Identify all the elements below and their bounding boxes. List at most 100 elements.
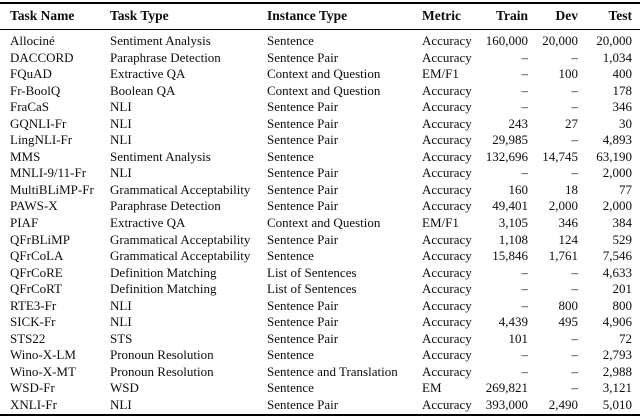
cell-dev: 14,745 [542,148,578,164]
cell-instance-type: Context and Question [267,215,381,231]
cell-train: 49,401 [492,198,528,214]
cell-test: 2,000 [602,165,632,181]
table-row: XNLI-Fr NLI Sentence Pair Accuracy 393,0… [0,397,640,415]
cell-dev: – [571,330,579,346]
cell-metric: Accuracy [422,132,472,148]
table-row: RTE3-Fr NLI Sentence Pair Accuracy – 800… [0,298,640,315]
cell-train: 1,108 [498,231,528,247]
cell-task-type: Boolean QA [110,82,176,98]
cell-dev: – [571,264,579,280]
cell-dev: – [571,347,579,363]
table-row: MultiBLiMP-Fr Grammatical Acceptability … [0,182,640,199]
cell-test: 201 [612,281,633,297]
cell-task-name: MMS [10,148,41,164]
cell-dev: – [571,165,579,181]
cell-test: 20,000 [596,33,632,48]
cell-test: 4,893 [602,132,632,148]
cell-task-name: FQuAD [10,66,52,82]
cell-instance-type: Sentence Pair [267,231,339,247]
cell-task-type: STS [110,330,133,346]
cell-train: 15,846 [492,248,528,264]
table-row: QFrCoRT Definition Matching List of Sent… [0,281,640,298]
cell-metric: Accuracy [422,264,472,280]
cell-task-type: Pronoun Resolution [110,363,214,379]
cell-train: 4,439 [498,314,528,330]
cell-metric: EM/F1 [422,215,459,231]
cell-instance-type: List of Sentences [267,264,357,280]
cell-train: – [521,99,529,115]
cell-dev: – [571,82,579,98]
cell-task-type: NLI [110,314,132,330]
cell-test: 346 [612,99,633,115]
cell-instance-type: Sentence Pair [267,330,339,346]
cell-metric: Accuracy [422,148,472,164]
cell-test: 2,000 [602,198,632,214]
cell-test: 2,793 [602,347,632,363]
cell-dev: 27 [565,115,578,131]
col-header-train: Train [482,3,528,30]
cell-metric: Accuracy [422,281,472,297]
cell-dev: – [571,281,579,297]
cell-task-name: Allociné [10,33,55,48]
cell-instance-type: Sentence [267,148,314,164]
col-header-task-type: Task Type [110,3,267,30]
cell-task-type: NLI [110,99,132,115]
cell-test: 400 [612,66,633,82]
cell-train: 160 [508,181,529,197]
cell-dev: 2,490 [548,397,578,413]
cell-metric: Accuracy [422,314,472,330]
cell-test: 529 [612,231,633,247]
cell-task-name: QFrBLiMP [10,231,70,247]
cell-instance-type: List of Sentences [267,281,357,297]
table-body: Allociné Sentiment Analysis Sentence Acc… [0,30,640,415]
cell-task-name: QFrCoRT [10,281,62,297]
cell-train: 160,000 [485,33,528,48]
cell-train: – [521,363,529,379]
col-header-metric: Metric [422,3,482,30]
cell-task-name: DACCORD [10,49,74,65]
cell-train: – [521,264,529,280]
cell-metric: Accuracy [422,82,472,98]
cell-train: 3,105 [498,215,528,231]
cell-metric: EM/F1 [422,66,459,82]
cell-instance-type: Sentence [267,380,314,396]
cell-dev: 346 [558,215,579,231]
cell-task-type: NLI [110,165,132,181]
cell-test: 800 [612,297,633,313]
cell-metric: Accuracy [422,181,472,197]
cell-task-name: PIAF [10,215,39,231]
cell-train: 393,000 [485,397,528,413]
cell-metric: Accuracy [422,33,472,48]
cell-metric: Accuracy [422,49,472,65]
table-row: STS22 STS Sentence Pair Accuracy 101 – 7… [0,331,640,348]
cell-test: 7,546 [602,248,632,264]
cell-metric: Accuracy [422,165,472,181]
cell-instance-type: Sentence Pair [267,198,339,214]
cell-instance-type: Sentence [267,347,314,363]
table-row: GQNLI-Fr NLI Sentence Pair Accuracy 243 … [0,116,640,133]
cell-task-name: Wino-X-LM [10,347,76,363]
cell-train: – [521,49,529,65]
cell-train: – [521,82,529,98]
cell-task-type: Pronoun Resolution [110,347,214,363]
cell-task-name: XNLI-Fr [10,397,57,413]
cell-task-name: QFrCoRE [10,264,63,280]
cell-test: 2,988 [602,363,632,379]
cell-task-type: Definition Matching [110,281,217,297]
cell-train: – [521,297,529,313]
cell-train: 269,821 [485,380,528,396]
cell-metric: Accuracy [422,248,472,264]
cell-train: 29,985 [492,132,528,148]
cell-instance-type: Sentence Pair [267,165,339,181]
cell-train: 243 [508,115,529,131]
table-row: PIAF Extractive QA Context and Question … [0,215,640,232]
cell-instance-type: Sentence Pair [267,297,339,313]
cell-metric: EM [422,380,442,396]
cell-train: – [521,281,529,297]
cell-dev: 1,761 [548,248,578,264]
cell-dev: – [571,132,579,148]
cell-task-type: Paraphrase Detection [110,198,221,214]
table-row: FraCaS NLI Sentence Pair Accuracy – – 34… [0,99,640,116]
cell-task-type: Grammatical Acceptability [110,248,251,264]
